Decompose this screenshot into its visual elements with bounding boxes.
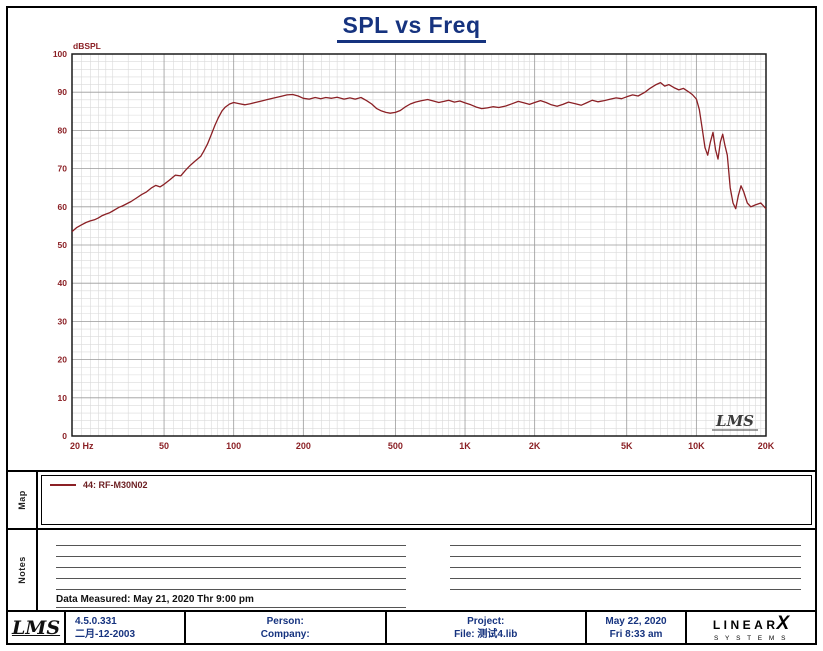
- map-side-strip: Map: [8, 472, 38, 528]
- notes-rule-line: [449, 579, 801, 590]
- notes-section: Notes Data Measured: May 21, 2020 Thr 9:…: [8, 528, 815, 610]
- notes-rule-line: [56, 546, 406, 557]
- svg-text:1K: 1K: [459, 441, 471, 451]
- svg-text:200: 200: [296, 441, 311, 451]
- footer-bar: LMS 4.5.0.331 二月-12-2003 Person: Company…: [8, 610, 815, 643]
- svg-text:10K: 10K: [688, 441, 705, 451]
- page-border: SPL vs Freq 0 10 20 30 40 50 60 70 80 90 100 dBSPL 2…: [6, 6, 817, 645]
- svg-text:60: 60: [58, 202, 68, 212]
- map-section-label: Map: [17, 490, 27, 510]
- measure-time: Fri 8:33 am: [609, 628, 663, 640]
- map-section: Map 44: RF-M30N02: [8, 470, 815, 528]
- notes-rule-line: [449, 535, 801, 546]
- axis-labels: 0 10 20 30 40 50 60 70 80 90 100 dBSPL 20 Hz 50 100 200…: [53, 41, 775, 451]
- brand-word: LINEAR: [712, 618, 779, 632]
- app-version: 4.5.0.331: [75, 615, 117, 627]
- notes-left-column: Data Measured: May 21, 2020 Thr 9:00 pm: [56, 535, 406, 608]
- legend-label: 44: RF-M30N02: [83, 480, 148, 490]
- notes-rule-line: [449, 557, 801, 568]
- app-version-date: 二月-12-2003: [75, 628, 136, 640]
- chart-title: SPL vs Freq: [8, 12, 815, 43]
- notes-rule-line: [56, 579, 406, 590]
- legend-line-swatch: [50, 484, 76, 486]
- svg-text:100: 100: [53, 49, 67, 59]
- notes-rule-line: [56, 557, 406, 568]
- svg-text:40: 40: [58, 278, 68, 288]
- spl-curve-group: [71, 81, 767, 233]
- map-legend-box: 44: RF-M30N02: [41, 475, 812, 525]
- svg-text:20K: 20K: [758, 441, 775, 451]
- notes-content: Data Measured: May 21, 2020 Thr 9:00 pm: [38, 530, 815, 610]
- svg-text:90: 90: [58, 87, 68, 97]
- svg-text:30: 30: [58, 316, 68, 326]
- notes-section-label: Notes: [16, 556, 27, 584]
- file-label: File: 测试4.lib: [454, 628, 518, 640]
- notes-rule-line: [449, 546, 801, 557]
- chart-title-text: SPL vs Freq: [337, 12, 486, 43]
- spl-curve: [71, 81, 767, 233]
- footer-person-cell: Person: Company:: [186, 612, 387, 643]
- lms-logo: LMS: [11, 616, 61, 639]
- notes-rule-line: [449, 568, 801, 579]
- footer-brand-cell: LINEAR X S Y S T E M S: [687, 612, 815, 643]
- svg-text:5K: 5K: [621, 441, 633, 451]
- notes-right-column: [449, 535, 801, 590]
- svg-text:0: 0: [62, 431, 67, 441]
- notes-rule-line: [56, 568, 406, 579]
- svg-text:2K: 2K: [529, 441, 541, 451]
- svg-text:10: 10: [58, 393, 68, 403]
- person-label: Person:: [266, 615, 304, 627]
- svg-text:dBSPL: dBSPL: [73, 41, 101, 51]
- linearx-logo: LINEAR X: [713, 613, 789, 635]
- footer-version-cell: 4.5.0.331 二月-12-2003: [66, 612, 186, 643]
- measure-date: May 22, 2020: [605, 615, 667, 627]
- grid-major: [72, 54, 766, 436]
- brand-systems-text: S Y S T E M S: [714, 635, 788, 642]
- chart-watermark: LMS: [712, 412, 758, 431]
- project-label: Project:: [467, 615, 505, 627]
- svg-text:80: 80: [58, 125, 68, 135]
- svg-text:70: 70: [58, 164, 68, 174]
- svg-text:20: 20: [58, 355, 68, 365]
- notes-rule-line: [56, 535, 406, 546]
- lms-watermark: LMS: [715, 412, 754, 430]
- notes-side-strip: Notes: [8, 530, 38, 610]
- legend-row: 44: RF-M30N02: [50, 480, 803, 490]
- svg-text:100: 100: [226, 441, 241, 451]
- footer-datetime-cell: May 22, 2020 Fri 8:33 am: [587, 612, 687, 643]
- footer-lms-logo-cell: LMS: [8, 612, 66, 643]
- footer-project-cell: Project: File: 测试4.lib: [387, 612, 587, 643]
- grid-minor: [72, 54, 766, 436]
- svg-text:20 Hz: 20 Hz: [70, 441, 94, 451]
- spl-chart: 0 10 20 30 40 50 60 70 80 90 100 dBSPL 20 Hz 50 100 200…: [53, 41, 775, 451]
- plot-frame: [71, 53, 767, 437]
- svg-text:500: 500: [388, 441, 403, 451]
- chart-section: SPL vs Freq 0 10 20 30 40 50 60 70 80 90 100 dBSPL 2…: [8, 8, 815, 470]
- brand-x: X: [776, 613, 790, 634]
- company-label: Company:: [260, 628, 310, 640]
- data-measured-text: Data Measured: May 21, 2020 Thr 9:00 pm: [56, 590, 406, 608]
- svg-text:50: 50: [159, 441, 169, 451]
- svg-text:50: 50: [58, 240, 68, 250]
